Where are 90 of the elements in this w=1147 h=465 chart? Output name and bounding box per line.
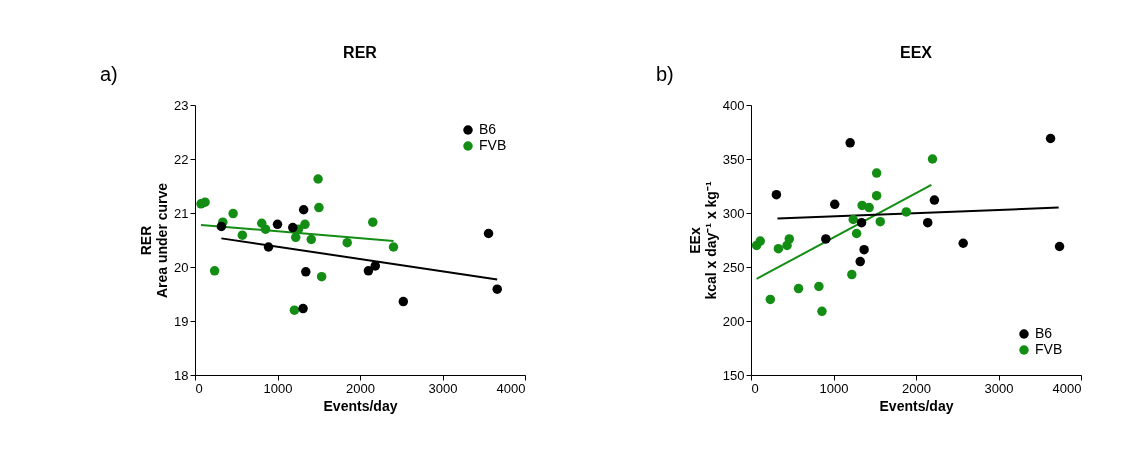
point — [300, 219, 310, 230]
point — [771, 189, 782, 200]
x-tick-label: 1000 — [263, 380, 293, 396]
point — [200, 197, 210, 207]
point — [363, 266, 374, 276]
point — [793, 283, 804, 294]
point — [927, 154, 938, 164]
point — [755, 236, 765, 246]
point — [301, 267, 311, 277]
point — [864, 202, 874, 213]
point — [814, 281, 824, 292]
point — [216, 221, 227, 232]
text: Area under curve — [154, 182, 171, 299]
point — [316, 271, 327, 282]
x-tick-label: 4000 — [1052, 380, 1082, 396]
text: a) — [100, 63, 118, 85]
point — [290, 232, 301, 243]
point — [342, 237, 352, 248]
point — [314, 202, 324, 213]
point — [483, 228, 494, 239]
point — [272, 219, 283, 230]
point — [313, 174, 323, 184]
point — [398, 296, 409, 307]
point — [237, 230, 248, 240]
point — [829, 199, 840, 210]
point — [1045, 133, 1056, 144]
point — [847, 269, 857, 280]
point — [1054, 241, 1065, 252]
x-tick-label: 3000 — [428, 380, 458, 396]
point — [859, 244, 869, 255]
point — [922, 217, 933, 228]
point — [871, 168, 882, 178]
chart-title: RER — [343, 44, 377, 61]
y-tick-label: 23 — [174, 97, 189, 113]
legend-label: FVB — [479, 137, 507, 153]
point — [845, 138, 855, 148]
point — [492, 284, 502, 294]
point — [875, 216, 886, 227]
y-tick-label: 200 — [722, 313, 745, 329]
y-tick-label: 400 — [722, 97, 745, 113]
legend-label: FVB — [1035, 341, 1063, 357]
y-tick-label: 21 — [174, 205, 189, 221]
point — [306, 234, 316, 245]
point — [958, 238, 968, 248]
point — [388, 242, 399, 252]
point — [263, 242, 274, 252]
y-tick-label: 350 — [722, 151, 745, 167]
x-axis-title: Events/day — [323, 397, 398, 414]
legend-label: B6 — [479, 121, 497, 137]
point — [817, 306, 827, 317]
x-tick-label: 3000 — [984, 380, 1014, 396]
point — [209, 266, 220, 276]
x-tick-label: 2000 — [902, 380, 931, 396]
point — [228, 208, 238, 219]
y-tick-label: 18 — [174, 367, 189, 383]
point — [765, 294, 776, 305]
y-tick-label: 250 — [722, 259, 745, 275]
x-tick-label: 2000 — [346, 380, 375, 396]
y-axis-title: EEx kcal x day⁻¹ x kg⁻¹ — [686, 181, 719, 300]
point — [289, 305, 300, 315]
point — [773, 243, 784, 254]
point — [821, 234, 831, 244]
point — [288, 222, 298, 233]
chart-title: EEX — [899, 44, 933, 61]
point — [848, 214, 858, 225]
y-tick-label: 22 — [174, 151, 189, 167]
legend-label: B6 — [1035, 325, 1053, 341]
x-tick-label: 4000 — [496, 380, 526, 396]
point — [855, 256, 865, 267]
point — [929, 195, 940, 205]
y-tick-label: 300 — [722, 205, 745, 221]
text: RER — [138, 225, 155, 256]
point — [871, 190, 882, 201]
point — [856, 217, 867, 228]
point — [298, 303, 308, 314]
text: b) — [656, 63, 674, 85]
x-axis-title: Events/day — [879, 397, 954, 414]
point — [370, 261, 381, 271]
y-tick-label: 20 — [174, 259, 189, 275]
x-tick-label: 0 — [195, 380, 203, 396]
point — [901, 207, 912, 217]
point — [784, 234, 795, 244]
x-tick-label: 0 — [751, 380, 759, 396]
y-tick-label: 19 — [174, 313, 189, 329]
y-tick-label: 150 — [722, 367, 745, 383]
point — [298, 205, 309, 215]
point — [851, 228, 862, 239]
x-tick-label: 1000 — [819, 380, 849, 396]
point — [368, 217, 378, 227]
point — [260, 224, 271, 234]
